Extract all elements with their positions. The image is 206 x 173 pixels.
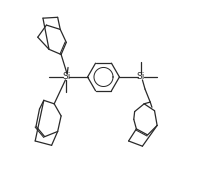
- Text: Si: Si: [62, 72, 70, 81]
- Text: Si: Si: [136, 72, 144, 81]
